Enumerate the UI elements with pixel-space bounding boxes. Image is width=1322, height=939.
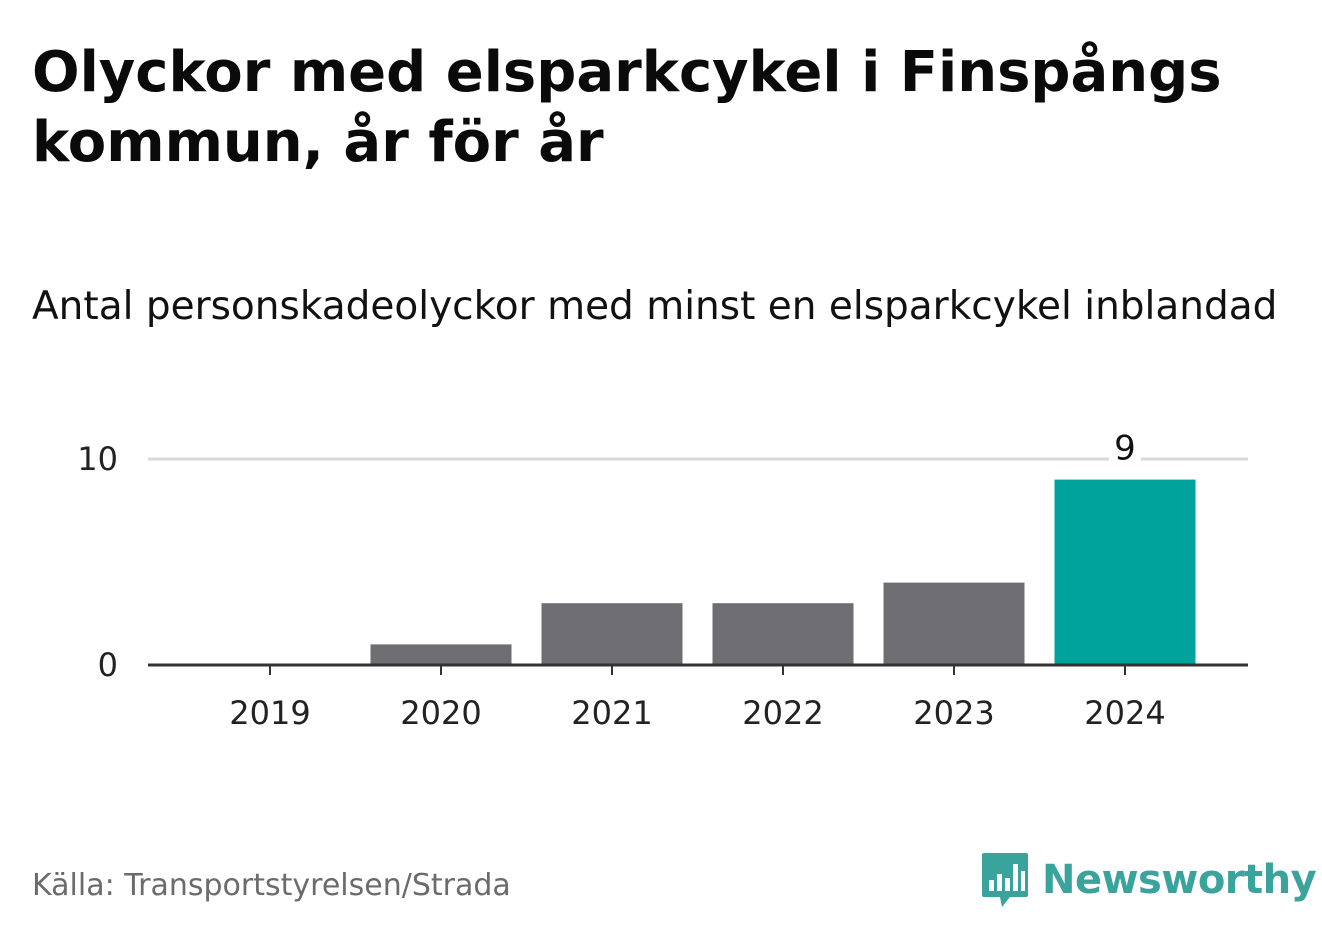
- brand-logo: Newsworthy: [980, 850, 1317, 910]
- x-tick-label: 2020: [400, 694, 481, 732]
- chart-subtitle: Antal personskadeolyckor med minst en el…: [32, 284, 1278, 329]
- brand-name: Newsworthy: [1042, 857, 1317, 903]
- x-tick-label: 2022: [742, 694, 823, 732]
- x-tick-label: 2023: [913, 694, 994, 732]
- bar: [712, 603, 854, 665]
- x-tick-label: 2021: [571, 694, 652, 732]
- bar: [370, 644, 512, 665]
- y-tick-label: 10: [77, 440, 118, 478]
- x-tick-label: 2024: [1084, 694, 1165, 732]
- bar: [541, 603, 683, 665]
- x-tick-label: 2019: [229, 694, 310, 732]
- data-label-background: [1109, 427, 1141, 468]
- newsworthy-logo-icon: [982, 853, 1028, 907]
- data-label: 9: [1114, 429, 1136, 469]
- chart-title: Olyckor med elsparkcykel i Finspångs kom…: [32, 40, 1222, 175]
- source-note: Källa: Transportstyrelsen/Strada: [32, 868, 511, 903]
- bar: [1054, 479, 1196, 665]
- y-tick-label: 0: [98, 646, 118, 684]
- bar: [883, 582, 1025, 665]
